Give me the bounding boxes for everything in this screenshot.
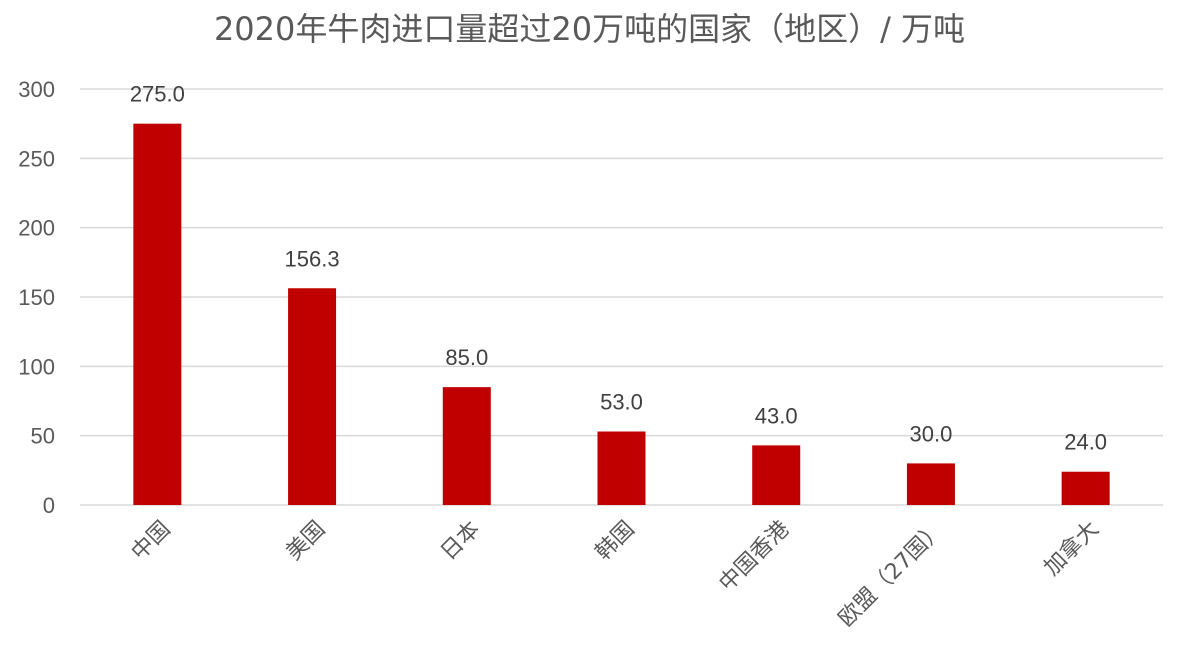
data-label: 85.0 (445, 345, 488, 370)
y-axis-tick-labels: 0 50 100 150 200 250 300 (18, 77, 55, 518)
category-label: 欧盟（27国） (834, 517, 949, 632)
y-tick-label: 300 (18, 77, 55, 102)
category-label: 美国 (282, 517, 331, 566)
category-label: 韩国 (591, 517, 640, 566)
data-label: 275.0 (130, 82, 185, 107)
y-tick-label: 200 (18, 216, 55, 241)
chart-title: 2020年牛肉进口量超过20万吨的国家（地区）/ 万吨 (213, 10, 966, 48)
category-label: 中国 (127, 517, 176, 566)
data-label: 156.3 (285, 246, 340, 271)
data-label: 24.0 (1064, 430, 1107, 455)
bar (906, 463, 955, 505)
y-tick-label: 100 (18, 354, 55, 379)
bar (752, 445, 801, 505)
data-label: 30.0 (910, 421, 953, 446)
bar (1061, 471, 1110, 505)
x-axis-category-labels: 中国 美国 日本 韩国 中国香港 欧盟（27国） 加拿大 (127, 516, 1104, 632)
bars (133, 123, 1110, 506)
y-tick-label: 0 (43, 493, 55, 518)
category-label: 日本 (436, 517, 485, 566)
data-label: 53.0 (600, 390, 643, 415)
bar (442, 387, 491, 505)
bar (288, 288, 337, 505)
data-labels: 275.0 156.3 85.0 53.0 43.0 30.0 24.0 (130, 82, 1107, 455)
category-label: 加拿大 (1039, 516, 1104, 581)
bar (133, 123, 182, 506)
category-label: 中国香港 (715, 517, 795, 597)
y-tick-label: 50 (31, 424, 55, 449)
y-tick-label: 250 (18, 146, 55, 171)
data-label: 43.0 (755, 403, 798, 428)
y-tick-label: 150 (18, 285, 55, 310)
bar (597, 431, 646, 505)
